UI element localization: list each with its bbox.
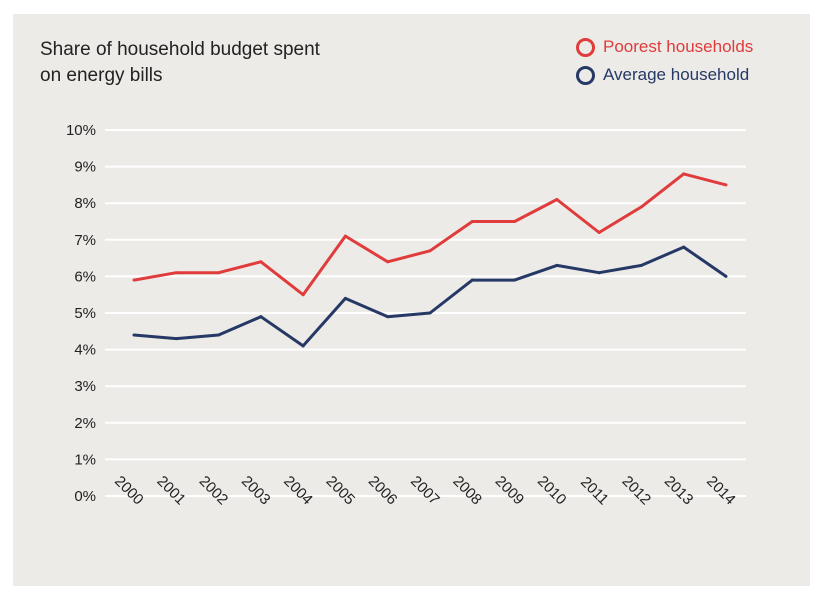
data-point [555,263,559,267]
chart-card: Share of household budget spent on energ… [13,14,810,586]
data-point [386,315,390,319]
data-point [174,337,178,341]
y-tick-label: 2% [74,415,96,432]
series-line-average [133,245,727,348]
y-axis-ticks: 0% 1% 2% 3% 4% 5% 6% 7% 8% 9% 10% [66,122,96,505]
data-point [174,271,178,275]
y-tick-label: 1% [74,451,96,468]
data-point [301,344,305,348]
x-tick-label: 2005 [323,473,359,509]
data-point [301,293,305,297]
x-tick-label: 2002 [196,473,232,509]
data-point [597,271,601,275]
legend-marker-poorest [576,37,595,57]
x-tick-label: 2003 [238,473,274,509]
y-tick-label: 0% [74,488,96,505]
y-tick-label: 5% [74,305,96,322]
x-tick-label: 2000 [111,473,147,509]
y-tick-label: 6% [74,268,96,285]
legend-marker-average [576,65,595,85]
data-point [386,260,390,264]
data-point [428,249,432,253]
data-point [217,271,221,275]
x-tick-label: 2011 [577,474,612,509]
data-point [343,296,347,300]
x-tick-label: 2013 [661,473,697,509]
x-tick-label: 2004 [280,473,316,509]
chart-title-line-2: on energy bills [40,65,163,86]
data-point [343,234,347,238]
chart-title-line-1: Share of household budget spent [40,39,320,60]
x-tick-label: 2012 [619,473,655,509]
data-point [682,172,686,176]
x-tick-label: 2009 [492,473,528,509]
data-point [470,278,474,282]
x-tick-label: 2010 [534,473,570,509]
data-point [470,220,474,223]
y-tick-label: 7% [74,232,96,249]
y-tick-label: 10% [66,122,96,139]
x-tick-label: 2006 [365,473,401,509]
y-tick-label: 4% [74,342,96,359]
series-lines [132,172,728,348]
legend-item-average: Average household [576,62,749,88]
data-point [724,183,728,187]
y-tick-label: 9% [74,159,96,176]
data-point [639,205,643,209]
data-point [259,260,263,264]
data-point [513,220,517,223]
legend-label-average: Average household [603,65,750,84]
data-point [639,263,643,267]
legend-label-poorest: Poorest households [603,37,754,56]
y-tick-label: 8% [74,195,96,212]
legend-item-poorest: Poorest households [576,34,753,60]
x-axis-ticks: 2000 2001 2002 2003 2004 2005 2006 2007 2008 2009… [111,473,739,509]
x-tick-label: 2007 [407,473,443,509]
data-point [428,311,432,315]
chart-title: Share of household budget spent on energ… [40,37,440,89]
data-point [513,278,517,282]
data-point [597,230,601,234]
line-chart: 0% 1% 2% 3% 4% 5% 6% 7% 8% 9% 10% 2000 2001 2002 2003… [66,122,746,509]
data-point [555,198,559,202]
data-point [217,333,221,337]
data-point [724,274,728,278]
x-tick-label: 2008 [449,473,485,509]
data-point [132,278,136,282]
gridlines [105,129,746,497]
data-point [259,315,263,319]
data-point [132,333,136,337]
y-tick-label: 3% [74,378,96,395]
x-tick-label: 2014 [703,473,739,509]
data-point [682,245,686,249]
x-tick-label: 2001 [153,473,189,509]
